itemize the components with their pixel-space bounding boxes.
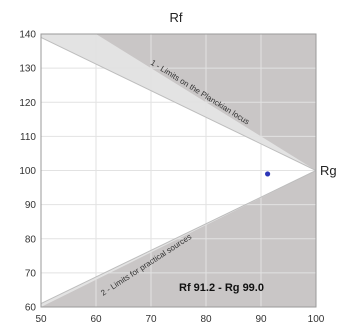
y-tick-label: 140 (19, 30, 36, 41)
x-tick-label: 70 (145, 314, 157, 325)
y-axis-ticks: 60 70 80 90 100 110 120 130 140 (19, 30, 36, 314)
x-tick-label: 80 (200, 314, 212, 325)
x-tick-label: 100 (308, 314, 325, 325)
right-axis-label: Rg (320, 163, 337, 178)
lower-limit-line (40, 170, 317, 305)
x-tick-label: 50 (35, 314, 47, 325)
y-tick-label: 120 (19, 98, 36, 109)
y-tick-label: 110 (20, 132, 36, 143)
x-tick-label: 90 (255, 314, 267, 325)
y-tick-label: 70 (25, 268, 37, 279)
x-axis-ticks: 50 60 70 80 90 100 (35, 314, 324, 325)
y-tick-label: 60 (25, 303, 37, 314)
y-tick-label: 90 (25, 200, 37, 211)
plot-frame (40, 33, 317, 308)
plot-area (40, 33, 317, 308)
y-tick-label: 80 (25, 234, 37, 245)
data-point-rf-rg (265, 171, 271, 177)
y-tick-label: 100 (19, 166, 36, 177)
y-tick-label: 130 (19, 64, 36, 75)
rf-rg-readout: Rf 91.2 - Rg 99.0 (179, 282, 264, 294)
upper-limit-line (40, 36, 317, 171)
x-tick-label: 60 (90, 314, 102, 325)
chart-title: Rf (170, 10, 183, 25)
